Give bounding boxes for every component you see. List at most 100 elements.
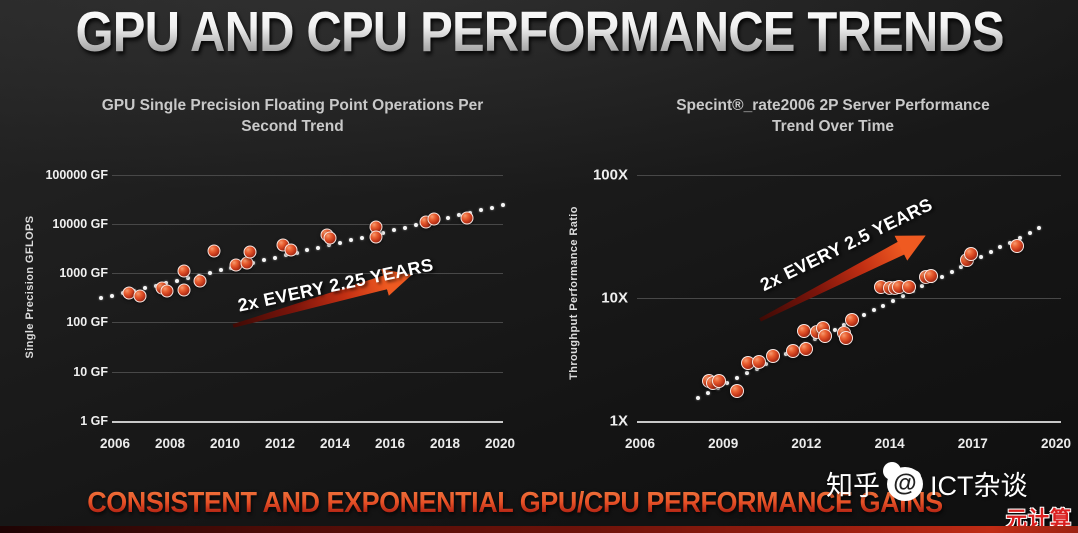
trendline-dot [1017, 235, 1022, 240]
data-point [838, 331, 853, 346]
y-tick-label: 1000 GF [59, 266, 108, 281]
trendline-dot [725, 381, 730, 386]
y-tick-label: 1X [609, 412, 628, 430]
data-point [799, 341, 814, 356]
data-point [177, 264, 191, 278]
data-point [766, 348, 781, 363]
data-point [785, 344, 800, 359]
trendline-dot [413, 223, 418, 228]
trendline-dot [305, 248, 310, 253]
y-tick-label: 100 GF [66, 315, 108, 330]
bottom-red-bar [0, 526, 1078, 533]
x-tick-label: 2014 [874, 436, 905, 451]
trendline-dot [832, 327, 837, 332]
gridline [112, 322, 503, 324]
trendline-dot [348, 238, 353, 243]
data-point [796, 323, 811, 338]
trendline-dot [705, 390, 710, 395]
data-point [845, 313, 860, 328]
data-point [924, 268, 939, 283]
trendline-dot [262, 258, 267, 263]
data-point [752, 355, 767, 370]
trendline-dot [881, 303, 886, 308]
trendline-dot [359, 235, 364, 240]
corner-watermark: 元计算 [1006, 508, 1072, 531]
data-point [1010, 238, 1025, 253]
data-point [177, 283, 191, 297]
trendline-dot [764, 361, 769, 366]
gridline [112, 223, 503, 225]
trendline-dot [403, 225, 408, 230]
trendline-dot [998, 245, 1003, 250]
data-point [964, 246, 979, 261]
gridline [112, 421, 503, 423]
trendline-dot [861, 313, 866, 318]
y-tick-label: 1 GF [80, 414, 108, 428]
watermark-zhihu-text: 知乎 [826, 471, 880, 501]
x-tick-label: 2020 [484, 436, 516, 451]
trendline-dot [218, 268, 223, 273]
trendline-dot [457, 213, 462, 218]
trendline-dot [842, 322, 847, 327]
trendline-dot [744, 371, 749, 376]
data-point [243, 245, 257, 259]
data-point [284, 243, 298, 257]
y-tick-label: 10000 GF [52, 216, 108, 231]
trendline-dot [1027, 230, 1032, 235]
x-tick-label: 2008 [154, 436, 186, 451]
gridline [112, 371, 503, 373]
page-title: GPU AND CPU PERFORMANCE TRENDS [75, 0, 1004, 64]
trendline-dot [381, 230, 386, 235]
trendline-dot [1037, 226, 1042, 231]
trendline-dot [978, 255, 983, 260]
trendline-dot [988, 250, 993, 255]
gridline [112, 174, 503, 176]
y-tick-label: 100000 GF [45, 167, 108, 182]
trendline-dot [939, 274, 944, 279]
trendline-dot [327, 243, 332, 248]
x-tick-label: 2016 [374, 436, 406, 451]
trendline-dot [316, 245, 321, 250]
data-point [193, 274, 207, 288]
trendline-dot [283, 253, 288, 258]
right-chart-title: Specint®_rate2006 2P Server Performance … [676, 97, 990, 136]
trendline-dot [871, 308, 876, 313]
gridline [637, 298, 1061, 299]
data-point [323, 231, 336, 245]
zhihu-watermark: 知乎 @ ICT杂谈 [826, 461, 1028, 503]
trendline-dot [392, 228, 397, 233]
watermark-handle-text: ICT杂谈 [930, 471, 1028, 501]
data-point [902, 279, 916, 294]
trendline-dot [99, 296, 104, 301]
trendline-dot [900, 293, 905, 298]
trendline-dot [1008, 240, 1013, 245]
data-point [818, 329, 833, 344]
gridline [112, 273, 503, 275]
trendline-dot [949, 269, 954, 274]
data-point [712, 374, 727, 389]
y-tick-label: 10X [601, 289, 628, 307]
trendline-dot [142, 286, 147, 291]
data-point [427, 212, 441, 226]
x-tick-label: 2014 [319, 436, 351, 451]
trendline-dot [272, 255, 277, 260]
y-tick-label: 10 GF [73, 364, 108, 379]
x-tick-label: 2006 [624, 436, 656, 451]
trendline-dot [735, 376, 740, 381]
bottom-banner: CONSISTENT AND EXPONENTIAL GPU/CPU PERFO… [36, 487, 994, 520]
x-tick-label: 2006 [99, 436, 131, 451]
data-point [460, 211, 474, 225]
data-point [369, 230, 383, 244]
trendline-dot [479, 208, 484, 213]
left-chart-title: GPU Single Precision Floating Point Oper… [101, 97, 484, 136]
x-tick-label: 2012 [791, 436, 822, 451]
trendline-dot [920, 284, 925, 289]
data-point [207, 244, 221, 258]
trendline-dot [489, 205, 494, 210]
trendline-dot [175, 278, 180, 283]
y-tick-label: 100X [592, 166, 628, 184]
trendline-dot [891, 298, 896, 303]
